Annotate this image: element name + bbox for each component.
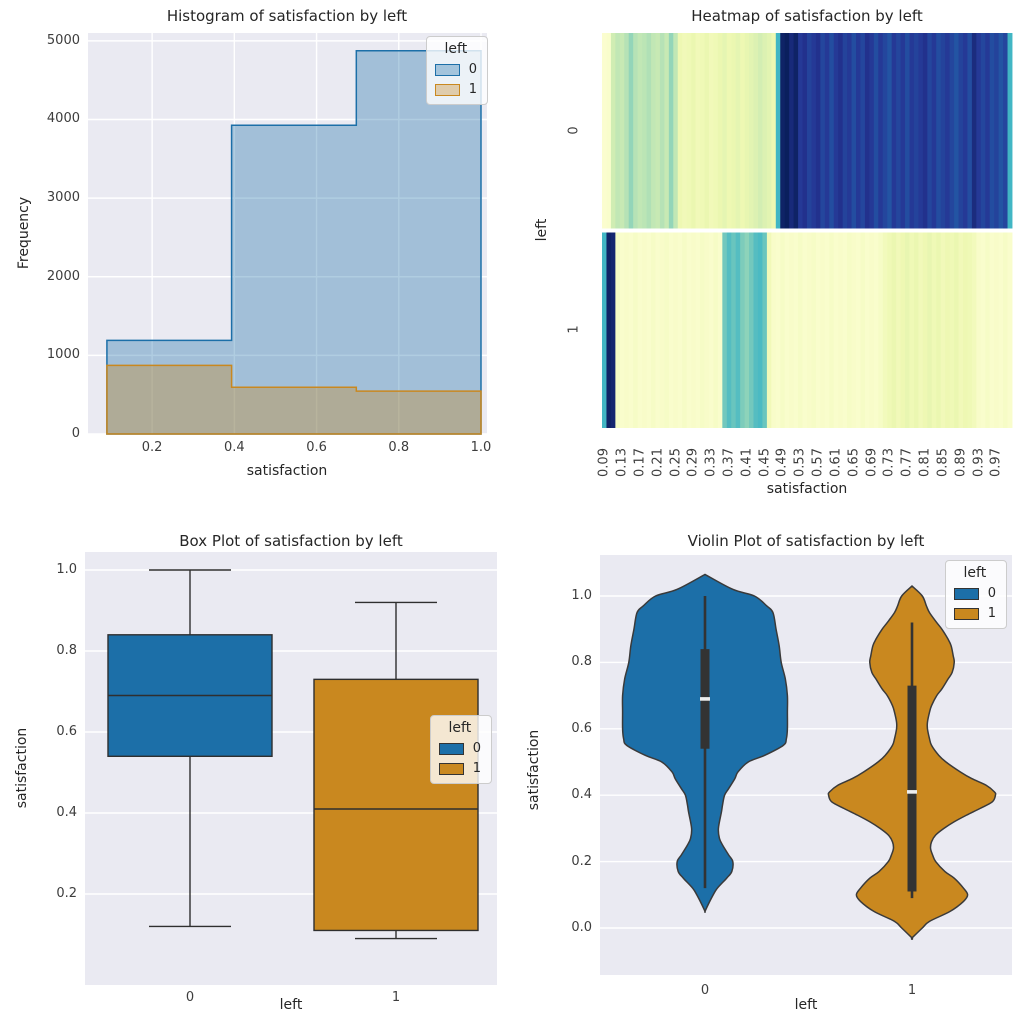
tick-label: 2000 (46, 268, 80, 284)
tick-label: 0.33 (703, 448, 719, 477)
tick-label: 0.2 (56, 886, 77, 901)
boxplot-xlabel: left (279, 997, 303, 1013)
tick-label: 1 (391, 990, 401, 1005)
tick-label: 0.4 (56, 805, 77, 820)
boxplot-legend: left 0 1 (429, 715, 492, 784)
legend-swatch-blue (438, 742, 464, 755)
boxplot-ylabel: satisfaction (14, 727, 30, 809)
tick-label: 0.8 (56, 643, 77, 658)
tick-label: 0.41 (739, 448, 755, 477)
tick-label: 0.85 (935, 448, 951, 477)
tick-label: 0.8 (571, 654, 592, 670)
tick-label: 1.0 (56, 562, 77, 577)
legend-swatch-orange (434, 83, 460, 96)
violin-xlabel: left (794, 997, 818, 1013)
violin-plot (600, 555, 1012, 975)
histogram-title: Histogram of satisfaction by left (166, 7, 408, 25)
tick-label: 0.89 (953, 448, 969, 477)
violin-title: Violin Plot of satisfaction by left (687, 532, 925, 550)
legend-title: left (963, 565, 987, 581)
heatmap-title: Heatmap of satisfaction by left (691, 7, 923, 25)
tick-label: 0.8 (388, 440, 410, 455)
tick-label: 0.93 (971, 448, 987, 477)
heatmap-plot (602, 33, 1013, 428)
histogram-legend: left 0 1 (425, 36, 488, 105)
tick-label: 0.6 (306, 440, 327, 455)
legend-row: 1 (434, 82, 477, 97)
heatmap-xlabel: satisfaction (766, 481, 848, 497)
tick-label: 5000 (46, 32, 80, 48)
tick-label: 0.77 (899, 448, 915, 477)
boxplot-panel: Box Plot of satisfaction by left satisfa… (0, 510, 512, 1018)
legend-row: 1 (953, 606, 996, 621)
tick-label: 1 (907, 983, 917, 998)
tick-label: 0.45 (757, 448, 773, 477)
hist-series-1 (106, 364, 482, 435)
tick-label: 0.61 (828, 448, 844, 477)
legend-swatch-blue (434, 63, 460, 76)
tick-label: 0.57 (810, 448, 826, 477)
heatmap-panel: Heatmap of satisfaction by left left sat… (512, 0, 1025, 509)
legend-label: 0 (468, 62, 477, 77)
tick-label: 1 (566, 325, 582, 334)
tick-label: 0.81 (917, 448, 933, 477)
tick-label: 0.2 (141, 440, 163, 455)
tick-label: 1000 (46, 347, 80, 363)
legend-title: left (444, 41, 468, 57)
violin-legend: left 0 1 (944, 560, 1007, 629)
tick-label: 0.6 (571, 720, 592, 736)
tick-label: 0.09 (596, 448, 612, 477)
legend-title: left (448, 720, 472, 736)
tick-label: 0 (566, 126, 582, 135)
tick-label: 0.69 (864, 448, 880, 477)
tick-label: 0.53 (792, 448, 808, 477)
histogram-panel: Histogram of satisfaction by left Freque… (0, 0, 512, 509)
legend-label: 1 (472, 761, 481, 776)
heatmap-ylabel: left (534, 218, 550, 242)
legend-row: 0 (434, 62, 477, 77)
tick-label: 0.4 (224, 440, 245, 455)
tick-label: 0.6 (56, 724, 77, 739)
tick-label: 0.2 (571, 853, 592, 869)
legend-label: 1 (987, 606, 996, 621)
tick-label: 1.0 (571, 588, 592, 603)
tick-label: 0.0 (571, 920, 592, 935)
violin-panel: Violin Plot of satisfaction by left sati… (512, 510, 1025, 1018)
histogram-xlabel: satisfaction (246, 463, 328, 479)
tick-label: 3000 (46, 190, 80, 206)
tick-label: 0 (71, 426, 80, 441)
tick-label: 0.49 (774, 448, 790, 477)
legend-swatch-orange (953, 607, 979, 620)
legend-row: 1 (438, 761, 481, 776)
legend-label: 0 (472, 741, 481, 756)
tick-label: 4000 (46, 111, 80, 127)
tick-label: 0.25 (668, 448, 684, 477)
hist-series-0 (106, 49, 482, 435)
tick-label: 0.65 (846, 448, 862, 477)
tick-label: 0.4 (571, 787, 592, 803)
tick-label: 0.73 (881, 448, 897, 477)
violin-ylabel: satisfaction (526, 729, 542, 811)
tick-label: 0.21 (650, 448, 666, 477)
legend-swatch-blue (953, 587, 979, 600)
boxplot-plot (85, 552, 497, 985)
tick-label: 0.37 (721, 448, 737, 477)
legend-label: 1 (468, 82, 477, 97)
tick-label: 0.97 (988, 448, 1004, 477)
tick-label: 0.17 (632, 448, 648, 477)
histogram-ylabel: Frequency (16, 196, 32, 270)
legend-row: 0 (438, 741, 481, 756)
boxplot-title: Box Plot of satisfaction by left (179, 532, 403, 550)
tick-label: 0 (185, 990, 195, 1005)
legend-label: 0 (987, 586, 996, 601)
legend-swatch-orange (438, 762, 464, 775)
tick-label: 1.0 (470, 440, 492, 455)
tick-label: 0.29 (685, 448, 701, 477)
histogram-plot (88, 33, 487, 435)
legend-row: 0 (953, 586, 996, 601)
tick-label: 0 (700, 983, 710, 998)
tick-label: 0.13 (614, 448, 630, 477)
